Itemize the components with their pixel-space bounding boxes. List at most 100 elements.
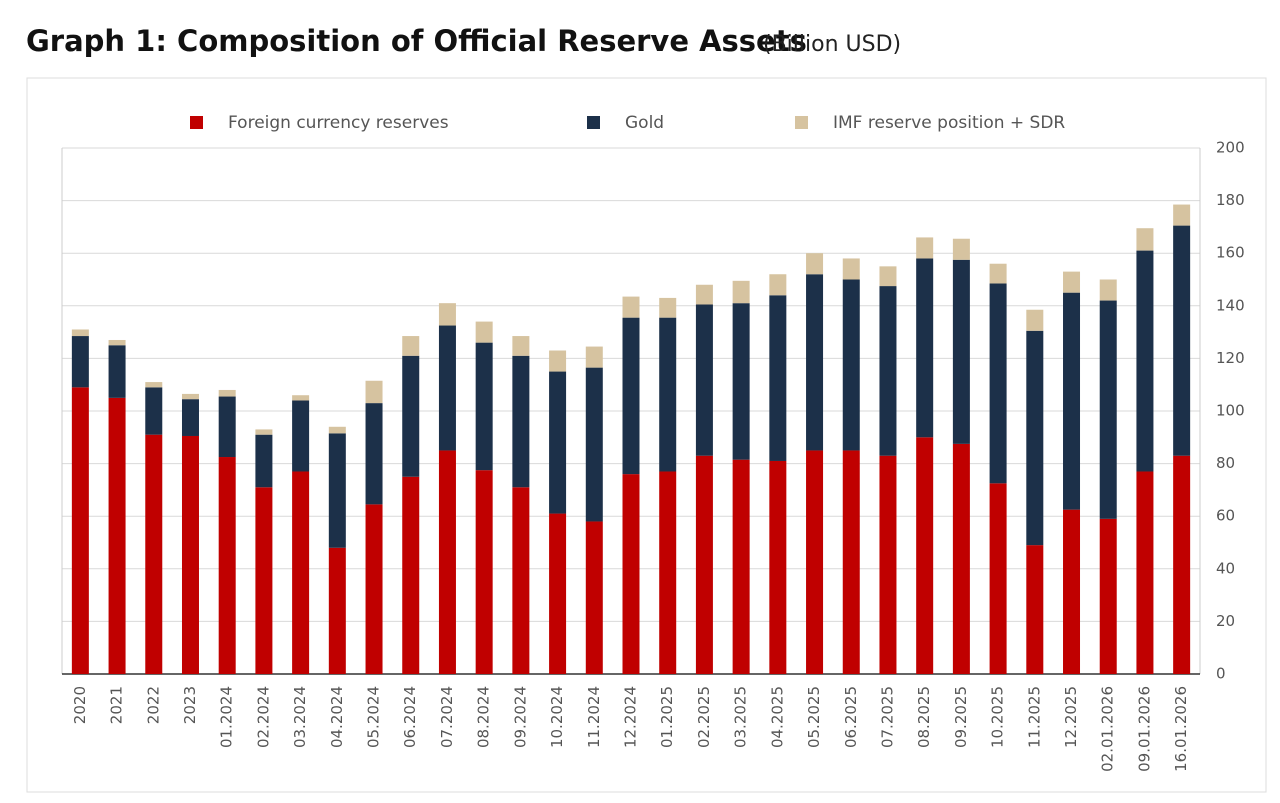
bar-segment: [365, 380, 383, 404]
bar-segment: [732, 303, 750, 460]
bar-segment: [952, 443, 970, 674]
bar-segment: [806, 253, 824, 275]
bar-segment: [879, 455, 897, 674]
x-tick-label: 07.2024: [438, 686, 456, 748]
bar-segment: [952, 259, 970, 444]
legend-swatch: [587, 116, 600, 129]
bar-segment: [549, 350, 567, 372]
legend-swatch: [190, 116, 203, 129]
bar-segment: [145, 387, 163, 435]
bar-segment: [806, 274, 824, 451]
bar-segment: [989, 483, 1007, 674]
bar-segment: [952, 238, 970, 260]
bar-segment: [328, 433, 346, 548]
bar-segment: [402, 336, 420, 356]
bar-segment: [1063, 271, 1081, 293]
bar-segment: [438, 325, 456, 451]
y-tick-label: 100: [1216, 402, 1245, 420]
bar-segment: [659, 317, 677, 472]
bar-segment: [769, 274, 787, 296]
x-tick-label: 02.2025: [695, 686, 713, 748]
bar-segment: [1136, 471, 1154, 674]
bar-segment: [879, 266, 897, 287]
bar-segment: [1026, 545, 1044, 674]
bar-segment: [255, 429, 273, 435]
bar-segment: [1173, 204, 1191, 226]
bar-segment: [585, 367, 603, 522]
x-tick-label: 01.2025: [658, 686, 676, 748]
bar-segment: [1063, 292, 1081, 510]
x-tick-label: 05.2025: [805, 686, 823, 748]
legend-label: Gold: [625, 113, 664, 133]
bar-segment: [622, 296, 640, 318]
x-tick-label: 2023: [181, 686, 199, 724]
x-tick-label: 09.01.2026: [1135, 686, 1153, 772]
x-tick-label: 10.2024: [548, 686, 566, 748]
bar-segment: [806, 450, 824, 674]
bar-segment: [218, 389, 236, 397]
bar-segment: [989, 283, 1007, 484]
bar-segment: [145, 434, 163, 674]
bar-segment: [916, 258, 934, 438]
bar-segment: [255, 434, 273, 488]
bar-segment: [585, 346, 603, 368]
y-tick-label: 20: [1216, 612, 1235, 630]
bar-segment: [1063, 509, 1081, 674]
bar-segment: [695, 284, 713, 305]
bar-segment: [512, 487, 530, 674]
bar-segment: [1173, 225, 1191, 456]
x-tick-label: 04.2024: [328, 686, 346, 748]
bar-segment: [1136, 250, 1154, 472]
bar-segment: [769, 460, 787, 674]
bar-segment: [328, 426, 346, 434]
bar-segment: [475, 470, 493, 674]
x-tick-label: 03.2025: [732, 686, 750, 748]
x-tick-label: 09.2025: [952, 686, 970, 748]
bar-segment: [328, 547, 346, 674]
bar-segment: [181, 399, 199, 436]
x-tick-label: 01.2024: [218, 686, 236, 748]
bar-segment: [71, 329, 89, 337]
bar-segment: [108, 339, 126, 346]
x-tick-label: 2022: [144, 686, 162, 724]
bar-segment: [622, 317, 640, 475]
y-tick-label: 80: [1216, 454, 1235, 472]
x-tick-label: 07.2025: [878, 686, 896, 748]
y-tick-label: 140: [1216, 296, 1245, 314]
bar-segment: [549, 513, 567, 674]
chart-frame: [26, 77, 1267, 793]
y-tick-label: 40: [1216, 559, 1235, 577]
chart-subtitle: (Billion USD): [763, 32, 901, 57]
x-tick-label: 09.2024: [511, 686, 529, 748]
bar-segment: [879, 286, 897, 456]
bar-segment: [255, 487, 273, 674]
chart-title: Graph 1: Composition of Official Reserve…: [26, 24, 807, 58]
bar-segment: [292, 471, 310, 674]
bar-segment: [512, 336, 530, 356]
bar-segment: [218, 457, 236, 674]
x-tick-label: 02.2024: [254, 686, 272, 748]
bar-segment: [71, 336, 89, 388]
x-tick-label: 08.2024: [475, 686, 493, 748]
bar-segment: [989, 263, 1007, 284]
bar-segment: [438, 303, 456, 326]
x-tick-label: 2021: [108, 686, 126, 724]
bar-segment: [512, 355, 530, 488]
y-tick-label: 180: [1216, 191, 1245, 209]
bar-segment: [71, 387, 89, 674]
y-tick-label: 120: [1216, 349, 1245, 367]
x-tick-label: 10.2025: [989, 686, 1007, 748]
bar-segment: [402, 476, 420, 674]
bar-segment: [549, 371, 567, 514]
bar-segment: [402, 355, 420, 477]
bar-segment: [732, 280, 750, 304]
bar-segment: [659, 471, 677, 674]
x-tick-label: 12.2025: [1062, 686, 1080, 748]
bar-segment: [1026, 309, 1044, 331]
x-tick-label: 16.01.2026: [1172, 686, 1190, 772]
bar-segment: [181, 435, 199, 674]
y-tick-label: 60: [1216, 507, 1235, 525]
x-tick-label: 11.2025: [1025, 686, 1043, 748]
bar-segment: [218, 396, 236, 458]
